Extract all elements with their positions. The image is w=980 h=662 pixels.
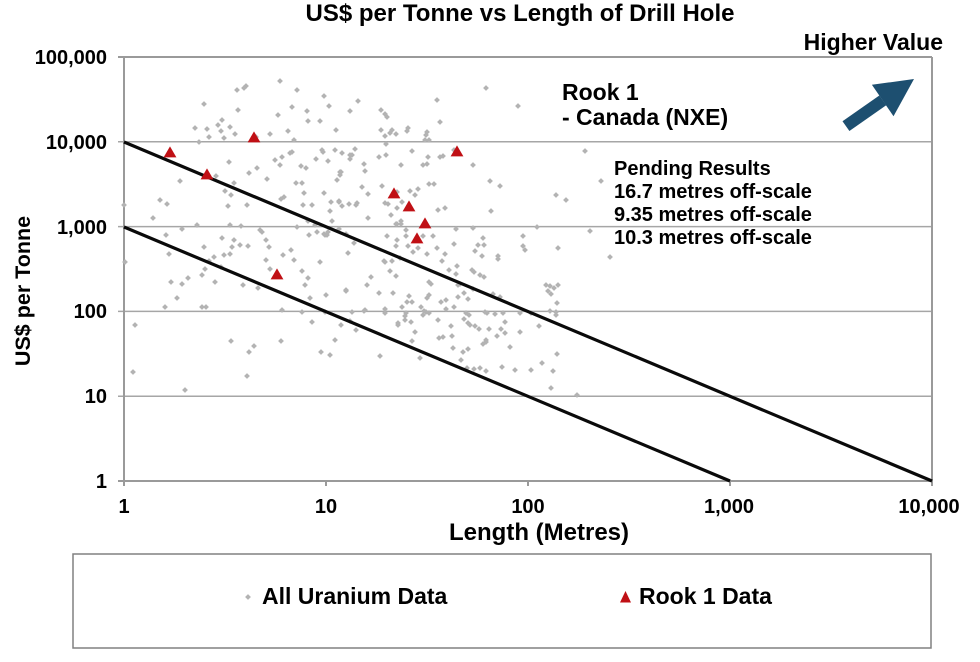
svg-text:Rook 1 Data: Rook 1 Data [639, 583, 772, 609]
svg-text:10.3 metres off-scale: 10.3 metres off-scale [614, 227, 812, 249]
svg-text:Rook 1: Rook 1 [562, 79, 639, 105]
svg-text:9.35 metres off-scale: 9.35 metres off-scale [614, 204, 812, 226]
svg-text:Higher Value: Higher Value [804, 29, 943, 55]
svg-text:1,000: 1,000 [57, 217, 107, 239]
svg-text:10: 10 [315, 496, 337, 518]
svg-text:US$ per Tonne vs Length of Dri: US$ per Tonne vs Length of Drill Hole [306, 0, 735, 27]
svg-text:- Canada (NXE): - Canada (NXE) [562, 104, 728, 130]
svg-text:16.7 metres off-scale: 16.7 metres off-scale [614, 181, 812, 203]
svg-text:10,000: 10,000 [898, 496, 959, 518]
svg-text:100,000: 100,000 [35, 47, 107, 69]
svg-text:1: 1 [118, 496, 129, 518]
svg-text:100: 100 [511, 496, 544, 518]
svg-text:10,000: 10,000 [46, 132, 107, 154]
svg-text:1: 1 [96, 471, 107, 493]
svg-text:10: 10 [85, 386, 107, 408]
svg-text:Pending Results: Pending Results [614, 158, 771, 180]
svg-text:US$ per Tonne: US$ per Tonne [11, 216, 35, 366]
svg-text:Length (Metres): Length (Metres) [449, 519, 629, 546]
svg-text:All Uranium Data: All Uranium Data [262, 583, 448, 609]
svg-text:100: 100 [74, 301, 107, 323]
svg-text:1,000: 1,000 [704, 496, 754, 518]
